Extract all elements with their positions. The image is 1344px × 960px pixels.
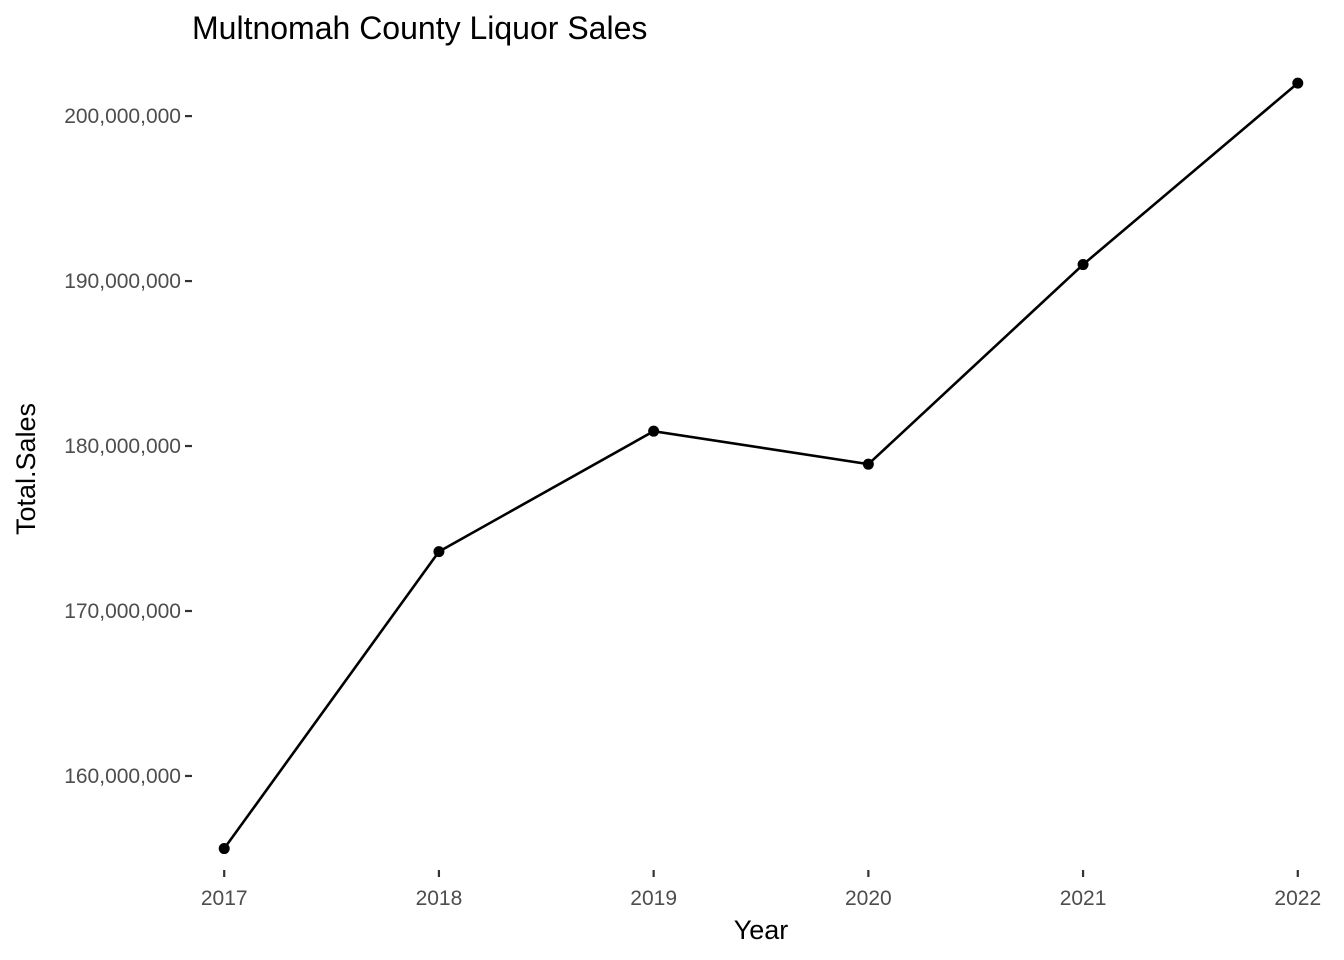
x-tick-label: 2018 — [416, 887, 463, 910]
x-tick-label: 2021 — [1060, 887, 1107, 910]
y-tick-label: 190,000,000 — [64, 270, 181, 293]
y-tick-label: 160,000,000 — [64, 765, 181, 788]
data-point — [648, 425, 660, 437]
y-tick-label: 200,000,000 — [64, 105, 181, 128]
x-tick-label: 2022 — [1274, 887, 1321, 910]
x-tick-label: 2020 — [845, 887, 892, 910]
data-point — [218, 843, 230, 855]
y-tick-label: 170,000,000 — [64, 600, 181, 623]
chart-title: Multnomah County Liquor Sales — [192, 10, 647, 46]
y-axis-title: Total.Sales — [11, 403, 41, 535]
x-axis: 2017 2018 2019 2020 2021 2022 — [201, 870, 1321, 910]
x-tick-label: 2017 — [201, 887, 248, 910]
data-point — [862, 458, 874, 470]
y-axis: 160,000,000 170,000,000 180,000,000 190,000… — [64, 105, 192, 788]
x-tick-label: 2019 — [630, 887, 677, 910]
y-tick-label: 180,000,000 — [64, 435, 181, 458]
data-points — [218, 77, 1304, 855]
data-point — [433, 546, 445, 558]
data-point — [1292, 77, 1304, 89]
series-line — [223, 82, 1299, 850]
data-point — [1077, 259, 1089, 271]
x-axis-title: Year — [734, 915, 789, 945]
